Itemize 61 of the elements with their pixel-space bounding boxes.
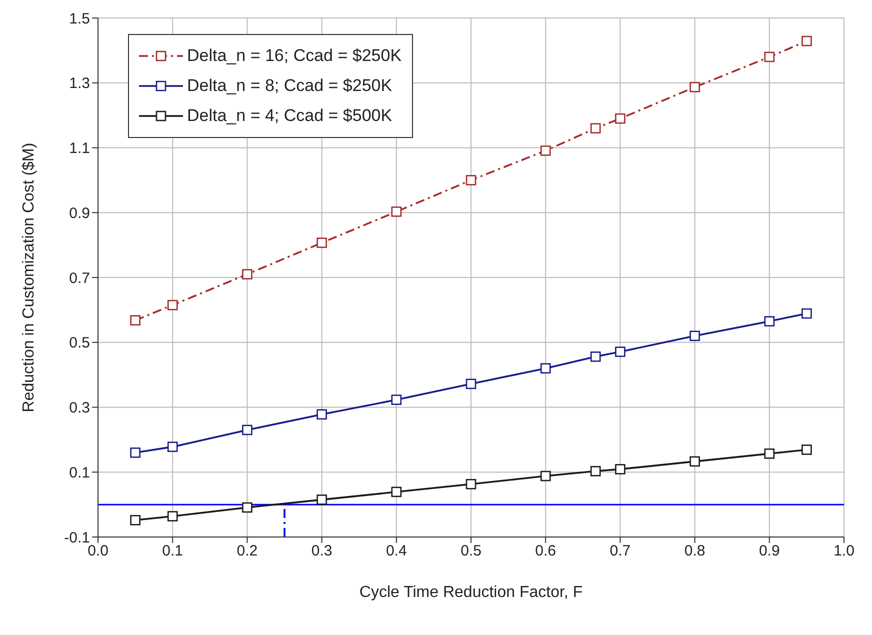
point [391,486,402,498]
point [540,146,551,156]
y-tick-label: 0.7 [69,270,90,287]
x-axis-title: Cycle Time Reduction Factor, F [359,584,583,601]
point [242,269,252,280]
x-tick-label: 0.8 [684,542,706,560]
point [391,394,402,405]
point [540,470,551,482]
point [130,448,140,458]
point [316,409,327,420]
point [690,82,700,92]
y-axis-title: Reduction in Customization Cost ($M) [20,142,38,412]
x-tick-label: 0.1 [162,542,184,560]
point [802,36,812,46]
x-tick-label: 0.6 [535,542,556,560]
point [590,123,601,134]
point [130,315,140,326]
point [764,448,775,459]
point [802,444,812,455]
x-tick-label: 1.0 [834,542,854,560]
x-tick-label: 0.7 [610,542,631,560]
point [466,478,476,490]
point [391,206,402,217]
y-tick-label: 0.5 [69,334,90,352]
x-tick-label: 0.5 [460,542,482,560]
point [690,456,700,467]
legend-label: Delta_n = 8; Ccad = $250K [187,75,392,97]
point [466,378,476,390]
point [167,442,178,452]
x-tick-label: 0.4 [386,542,407,560]
y-tick-label: 0.3 [69,400,90,417]
y-tick-label: 1.3 [69,75,90,92]
point [764,316,775,326]
point [316,494,327,505]
point [167,511,178,522]
point [615,464,626,474]
point [590,351,601,362]
point [802,308,812,319]
x-tick-label: 0.9 [758,542,780,560]
point [540,363,551,374]
y-tick-label: 0.9 [69,204,90,222]
x-tick-label: 0.0 [88,542,108,560]
y-tick-label: 1.1 [69,140,90,158]
point [242,424,252,436]
point [764,52,775,62]
point [316,238,327,248]
y-tick-label: 1.5 [69,10,90,28]
point [242,502,252,513]
point [167,300,178,310]
y-tick-label: 0.1 [69,464,90,482]
point [690,330,700,342]
x-tick-label: 0.2 [236,542,258,560]
legend-label: Delta_n = 4; Ccad = $500K [187,105,392,127]
point [590,466,601,476]
legend-label: Delta_n = 16; Ccad = $250K [187,45,402,67]
x-tick-label: 0.3 [311,542,332,560]
point [130,514,140,526]
point [615,346,626,357]
point [466,175,476,186]
y-tick-label: -0.1 [64,529,90,546]
point [615,113,626,124]
